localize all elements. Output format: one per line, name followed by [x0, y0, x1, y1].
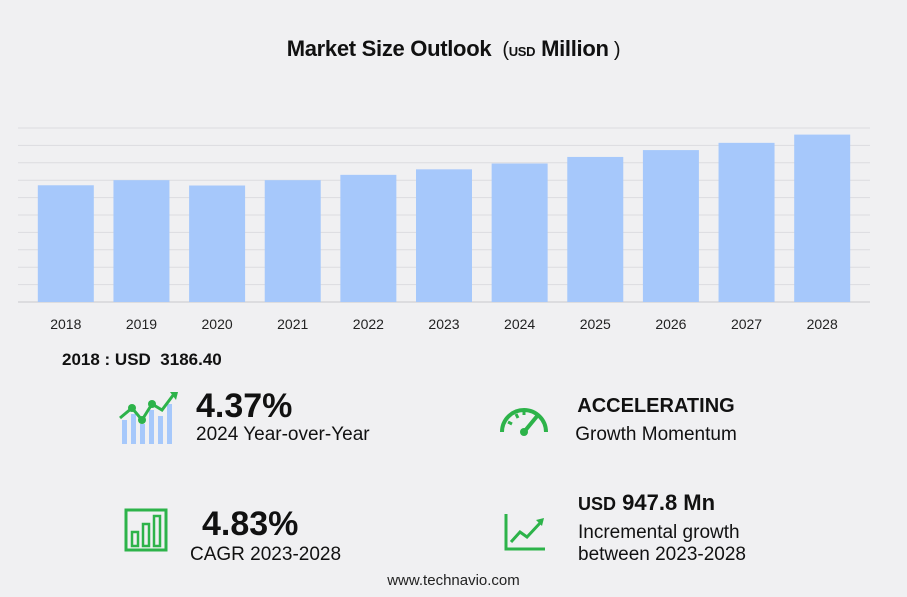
bar-2018[interactable] [37, 185, 94, 302]
x-tick-label: 2022 [353, 316, 384, 332]
x-tick-label: 2025 [580, 316, 611, 332]
bar-chart-icon [124, 508, 168, 552]
footer-url[interactable]: www.technavio.com [387, 572, 520, 589]
x-tick-label: 2028 [807, 316, 838, 332]
incremental-value: 947.8 Mn [622, 490, 716, 515]
x-tick-label: 2027 [731, 316, 762, 332]
bar-2020[interactable] [189, 185, 246, 302]
bar-2021[interactable] [264, 180, 321, 302]
title-unit: USD [508, 44, 536, 59]
bar-2027[interactable] [718, 142, 775, 302]
chart-title: Market Size Outlook (USD Million ) [286, 36, 621, 61]
bar-2026[interactable] [642, 150, 699, 302]
base-year-label: 2018 : USD 3186.40 [62, 350, 222, 369]
x-tick-label: 2021 [277, 316, 308, 332]
bar-2025[interactable] [567, 156, 624, 302]
trend-line-icon [504, 514, 545, 551]
yoy-value: 4.37% [196, 387, 293, 425]
bar-chart: 2018 2019 2020 2021 2022 2023 2024 2025 2026 2027… [18, 127, 870, 332]
x-tick-label: 2024 [504, 316, 535, 332]
bar-2022[interactable] [340, 174, 397, 302]
cagr-label: CAGR 2023-2028 [190, 544, 342, 565]
x-tick-label: 2020 [202, 316, 233, 332]
cagr-stat: 4.83% CAGR 2023-2028 [190, 506, 341, 566]
yoy-label: 2024 Year-over-Year [196, 424, 370, 445]
momentum-stat: ACCELERATING Growth Momentum [568, 395, 744, 446]
x-tick-label: 2019 [126, 316, 157, 332]
bar-2024[interactable] [491, 163, 548, 302]
growth-chart-icon [119, 392, 178, 444]
title-unit-word: Million [541, 36, 609, 61]
momentum-value: ACCELERATING [577, 395, 735, 417]
x-tick-label: 2018 [50, 316, 81, 332]
x-tick-label: 2023 [428, 316, 459, 332]
title-main: Market Size Outlook [286, 36, 492, 61]
cagr-value: 4.83% [202, 505, 299, 543]
incremental-prefix: USD [578, 494, 617, 514]
bar-2023[interactable] [416, 169, 472, 302]
incremental-label-line1: Incremental growth [578, 522, 740, 543]
speedometer-icon [500, 408, 548, 436]
incremental-stat: USD 947.8 Mn Incremental growth between … [578, 490, 746, 566]
incremental-label-line2: between 2023-2028 [578, 544, 746, 565]
x-tick-label: 2026 [655, 316, 686, 332]
base-year-value: 3186.40 [160, 350, 222, 369]
momentum-label: Growth Momentum [575, 424, 737, 445]
bar-2028[interactable] [794, 134, 851, 302]
bar-2019[interactable] [113, 180, 170, 302]
yoy-stat: 4.37% 2024 Year-over-Year [196, 388, 370, 446]
